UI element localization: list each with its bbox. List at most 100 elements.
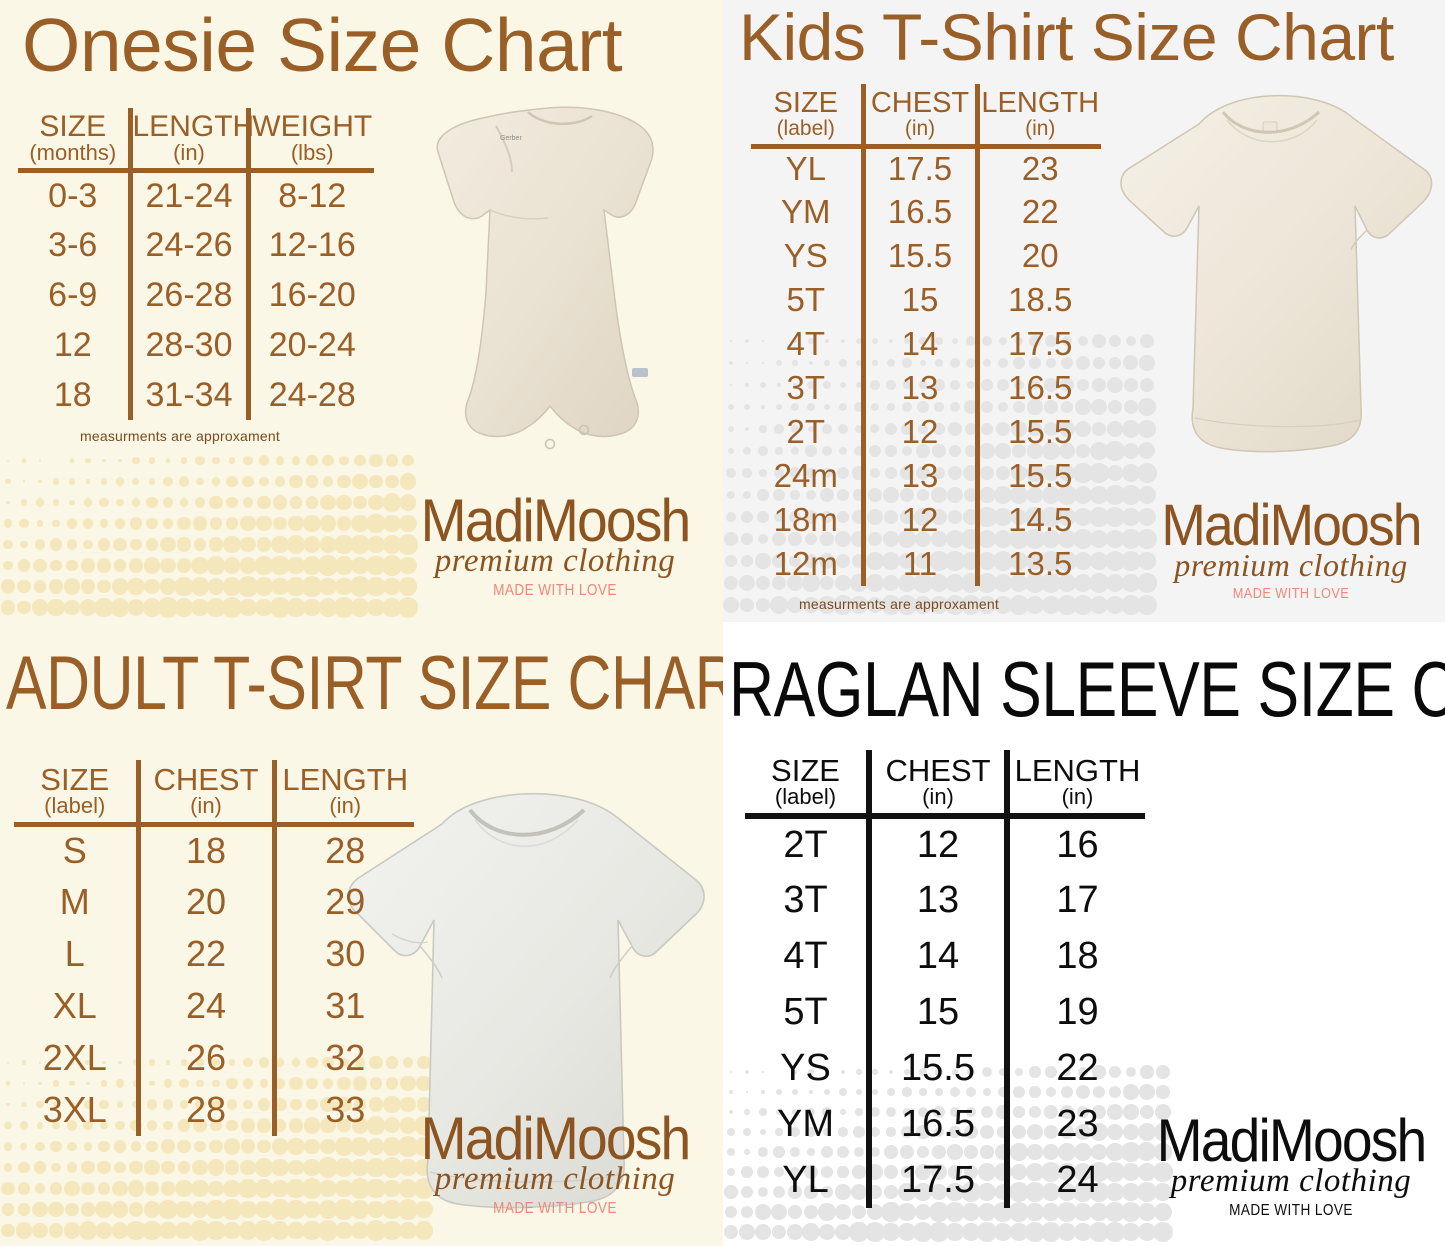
table-cell-0: 6-9 [48, 275, 98, 314]
halftone-dot [286, 576, 306, 597]
halftone-dot [142, 1220, 162, 1241]
table-cell-1: 13 [860, 454, 977, 498]
halftone-dot [240, 1139, 256, 1154]
halftone-dot [729, 1110, 733, 1114]
table-cell-2: 28 [271, 824, 414, 876]
halftone-dots-onesie [0, 450, 420, 622]
halftone-dot [148, 478, 156, 485]
halftone-dot [727, 403, 735, 411]
halftone-dot [254, 1179, 274, 1198]
halftone-dot [730, 1071, 732, 1073]
halftone-dot [113, 537, 127, 552]
table-cell-0: 3-6 [48, 225, 98, 264]
halftone-dot [35, 1141, 45, 1152]
table-cell-0: YL [782, 1158, 829, 1201]
table-cell-0: 4T [783, 934, 828, 977]
col-header-2: LENGTH (in) [974, 84, 1101, 149]
halftone-dot [111, 1201, 129, 1218]
halftone-dot [79, 599, 96, 616]
halftone-dot [34, 539, 46, 550]
table-header-row: SIZE (label) CHEST (in) LENGTH (in) [745, 750, 1145, 819]
halftone-dot [142, 598, 162, 617]
halftone-dot [4, 1121, 12, 1130]
halftone-dot [191, 1201, 209, 1218]
halftone-dot [1105, 1222, 1125, 1242]
table-cell-2: 13.5 [974, 542, 1101, 586]
halftone-dot [175, 1179, 193, 1198]
made-with-love-label: MADE WITH LOVE [1229, 1202, 1353, 1219]
halftone-dot [94, 597, 114, 618]
table-row: YM 16.5 23 [745, 1096, 1145, 1152]
halftone-dot [352, 473, 368, 490]
halftone-dot [320, 494, 336, 511]
halftone-dot [729, 383, 733, 387]
halftone-dot [224, 1160, 240, 1175]
halftone-dot [301, 576, 323, 597]
col-header-1: CHEST (in) [860, 84, 977, 149]
halftone-dot [242, 497, 254, 508]
made-with-love-label: MADE WITH LOVE [1232, 585, 1350, 603]
halftone-dot [160, 1139, 176, 1154]
halftone-dot [254, 1158, 274, 1177]
halftone-dot [83, 1142, 93, 1151]
col-header-1: CHEST (in) [135, 760, 274, 827]
table-cell-1: 22 [135, 928, 274, 980]
halftone-dot [159, 578, 177, 595]
table-cell-0: 5T [783, 990, 828, 1033]
table-row: L 22 30 [14, 928, 414, 980]
halftone-dot [228, 457, 236, 464]
halftone-dot [209, 1139, 223, 1154]
table-cell-1: 17.5 [866, 1152, 1007, 1208]
table-row: 12 28-30 20-24 [18, 320, 374, 370]
halftone-dot [258, 455, 270, 466]
halftone-dot [274, 476, 286, 487]
halftone-dot [126, 1220, 146, 1241]
halftone-dot [743, 403, 751, 411]
halftone-dot [254, 555, 274, 576]
halftone-dot [49, 1182, 63, 1195]
halftone-dot [69, 499, 75, 506]
halftone-dot [305, 496, 319, 509]
halftone-dot [1152, 1221, 1174, 1243]
panel-title-raglan: RAGLAN SLEEVE SIZE CHART [729, 645, 1445, 733]
halftone-dot [383, 577, 401, 596]
table-cell-0: 12 [53, 325, 92, 364]
halftone-dot [1137, 1222, 1157, 1242]
halftone-dot [85, 457, 91, 464]
halftone-dot [128, 558, 144, 573]
halftone-dot [68, 478, 76, 485]
col-header-0: SIZE (label) [751, 84, 863, 149]
halftone-dot [160, 1181, 176, 1196]
halftone-dot [221, 1199, 243, 1220]
halftone-dot [226, 496, 238, 509]
halftone-dot [1105, 573, 1125, 593]
halftone-dot [6, 500, 10, 505]
halftone-dot [99, 497, 109, 508]
halftone-dot [993, 1222, 1013, 1242]
halftone-dot [69, 458, 75, 463]
halftone-dot [22, 480, 26, 483]
halftone-dot [336, 494, 352, 511]
table-row: 2XL 26 32 [14, 1032, 414, 1084]
halftone-dot [382, 597, 402, 618]
halftone-dot [208, 537, 224, 552]
table-cell-1: 18 [135, 824, 274, 876]
halftone-dot [19, 518, 29, 529]
table-cell-1: 14 [866, 928, 1007, 984]
brand-logo-raglan: MadiMoosh premium clothing MADE WITH LOV… [1141, 1111, 1441, 1220]
table-row: 5T 15 18.5 [751, 278, 1101, 322]
halftone-dot [17, 559, 31, 572]
halftone-dot [257, 1139, 271, 1154]
halftone-dot [48, 579, 64, 594]
table-cell-2: 18.5 [974, 278, 1101, 322]
halftone-dot [193, 538, 207, 551]
halftone-dot [724, 532, 738, 546]
table-cell-1: 21-24 [127, 170, 248, 220]
brand-name-part2: Moosh [532, 1105, 691, 1172]
halftone-dot [1106, 596, 1124, 614]
table-cell-0: 2T [783, 824, 828, 866]
table-cell-2: 17 [1004, 872, 1145, 928]
halftone-dot [302, 556, 322, 575]
halftone-dot [1090, 596, 1108, 614]
col-header-2: LENGTH (in) [271, 760, 414, 827]
